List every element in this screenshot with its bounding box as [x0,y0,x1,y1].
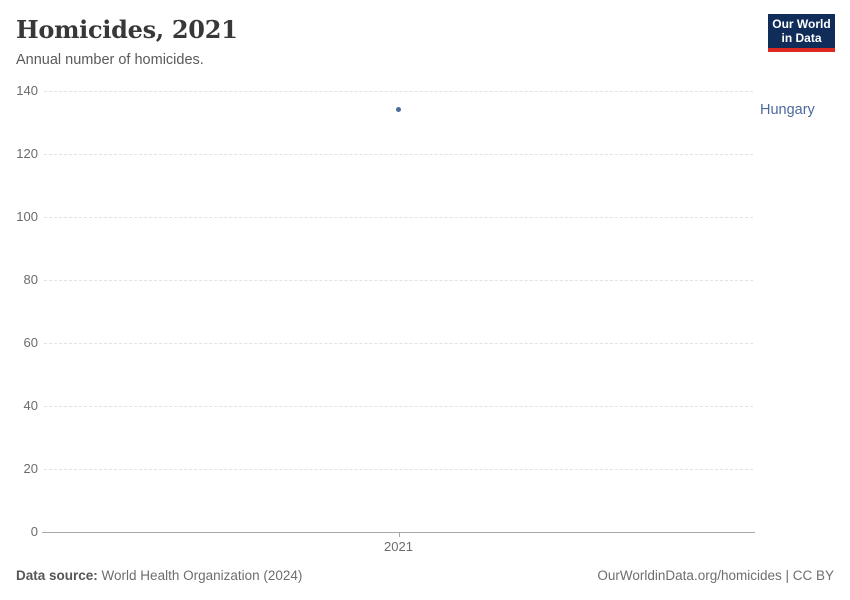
y-axis-tick-label: 0 [30,523,38,539]
gridline-y-100 [44,216,753,218]
chart-title: Homicides, 2021 [16,15,238,44]
y-axis-tick-label: 60 [23,334,38,350]
entity-label-hungary[interactable]: Hungary [760,101,815,118]
y-axis-tick-label: 20 [23,460,38,476]
y-axis-tick-label: 100 [16,208,38,224]
owid-logo-line1: Our World [772,17,831,31]
y-axis-tick-label: 120 [16,145,38,161]
owid-logo[interactable]: Our World in Data [768,14,835,52]
data-source: Data source: World Health Organization (… [16,568,302,583]
gridline-y-20 [44,468,753,470]
y-axis-tick-label: 140 [16,83,38,98]
gridline-y-120 [44,153,753,155]
attribution-link[interactable]: OurWorldinData.org/homicides | CC BY [597,568,834,583]
owid-logo-line2: in Data [781,31,822,45]
gridline-y-80 [44,279,753,281]
gridline-y-60 [44,342,753,344]
x-axis-tick-label: 2021 [384,539,413,554]
y-axis-tick-label: 80 [23,271,38,287]
gridline-y-140 [44,91,753,92]
gridline-y-40 [44,405,753,407]
data-source-label: Data source: [16,568,98,583]
data-point-hungary[interactable] [396,107,401,113]
chart-subtitle: Annual number of homicides. [16,52,204,68]
y-axis-tick-label: 40 [23,397,38,413]
data-source-value: World Health Organization (2024) [101,568,303,583]
x-axis-tick [398,531,400,537]
